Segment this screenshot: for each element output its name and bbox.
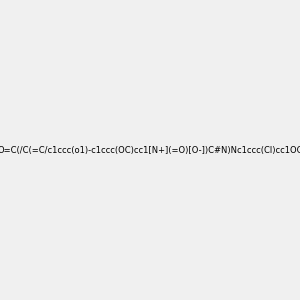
Text: O=C(/C(=C/c1ccc(o1)-c1ccc(OC)cc1[N+](=O)[O-])C#N)Nc1ccc(Cl)cc1OC: O=C(/C(=C/c1ccc(o1)-c1ccc(OC)cc1[N+](=O)… <box>0 146 300 154</box>
